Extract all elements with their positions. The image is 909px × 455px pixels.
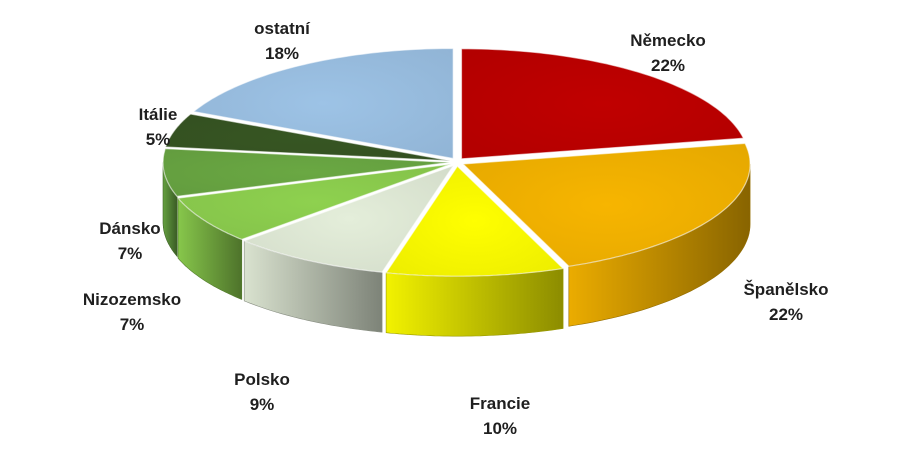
slice-label-nemecko: Německo: [630, 31, 706, 50]
pie-slice-francie: [385, 165, 565, 277]
slice-value-spanelsko: 22%: [769, 305, 803, 324]
slice-label-nizozemsko: Nizozemsko: [83, 290, 181, 309]
slice-value-francie: 10%: [483, 419, 517, 438]
pie-slice-polsko: [242, 164, 455, 273]
pie-side-francie: [385, 268, 564, 337]
slice-label-spanelsko: Španělsko: [743, 280, 828, 299]
pie-slice-ostatni: [192, 47, 454, 160]
slice-value-nizozemsko: 7%: [120, 315, 145, 334]
slice-label-francie: Francie: [470, 394, 530, 413]
pie-slice-spanelsko: [461, 142, 751, 267]
slice-label-dansko: Dánsko: [99, 219, 160, 238]
pie-slice-italie: [164, 113, 451, 162]
slice-label-polsko: Polsko: [234, 370, 290, 389]
slice-value-ostatni: 18%: [265, 44, 299, 63]
slice-value-polsko: 9%: [250, 395, 275, 414]
slice-value-dansko: 7%: [118, 244, 143, 263]
pie-slice-nemecko: [460, 48, 745, 160]
slice-label-italie: Itálie: [139, 105, 178, 124]
pie-slice-dansko: [162, 147, 451, 198]
pie-tops: [162, 47, 751, 277]
pie-slice-nizozemsko: [176, 163, 452, 241]
pie-labels: Německo 22% Španělsko 22% Francie 10% Polsko 9%…: [83, 19, 829, 438]
slice-value-italie: 5%: [146, 130, 171, 149]
slice-label-ostatni: ostatní: [254, 19, 311, 38]
slice-value-nemecko: 22%: [651, 56, 685, 75]
